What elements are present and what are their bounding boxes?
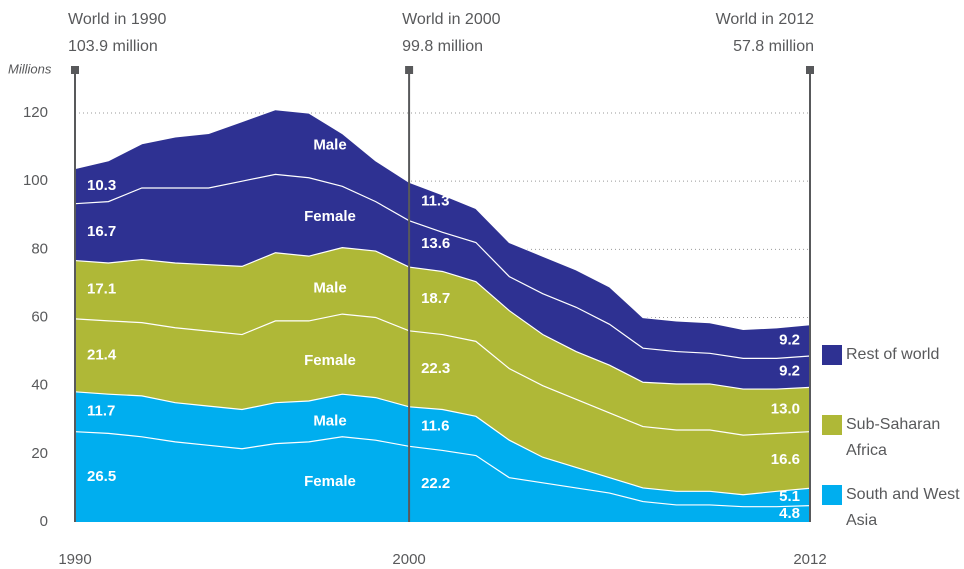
data-label: 9.2 (779, 331, 800, 348)
annotation-title: World in 2000 (402, 11, 501, 28)
area (75, 109, 810, 359)
data-label: 18.7 (421, 290, 450, 307)
data-label: 11.7 (87, 403, 115, 420)
legend-swatch (822, 345, 842, 365)
data-label: 26.5 (87, 468, 116, 485)
annotation-cap (806, 66, 814, 74)
data-label: 13.0 (771, 400, 800, 417)
data-label: 10.3 (87, 177, 116, 194)
area-label: Female (304, 208, 356, 225)
area-label: Male (313, 279, 346, 296)
data-label: 9.2 (779, 363, 800, 380)
legend-swatch (822, 485, 842, 505)
y-tick-label: 60 (31, 308, 48, 325)
layer-boundary (74, 313, 811, 436)
data-label: 4.8 (779, 505, 800, 522)
data-label: 11.6 (421, 418, 449, 435)
data-label: 11.3 (421, 192, 449, 209)
legend-label: Rest of world (846, 346, 940, 363)
annotation-cap (405, 66, 414, 74)
data-label: 21.4 (87, 346, 117, 363)
data-label: 16.7 (87, 223, 116, 240)
data-label: 22.3 (421, 360, 450, 377)
annotation-title: World in 1990 (68, 11, 167, 28)
y-tick-label: 20 (31, 445, 48, 462)
layer-boundary (74, 108, 811, 331)
legend-label: Sub-Saharan Africa (846, 416, 941, 459)
area-label: Male (313, 136, 346, 153)
y-tick-label: 40 (31, 377, 48, 394)
layer-boundary (74, 247, 811, 390)
y-tick-label: 0 (40, 513, 48, 530)
area-label: Female (304, 352, 356, 369)
data-label: 16.6 (771, 451, 800, 468)
data-label: 5.1 (779, 488, 800, 505)
x-tick-label: 2000 (392, 551, 425, 568)
layer-boundary (74, 391, 811, 496)
area-label: Male (313, 412, 346, 429)
area (75, 174, 810, 390)
y-tick-label: 80 (31, 240, 48, 257)
x-tick-label: 1990 (58, 551, 91, 568)
area (75, 247, 810, 436)
layer-boundary (74, 173, 811, 359)
annotation-total: 99.8 million (402, 38, 483, 55)
area (75, 431, 810, 522)
x-tick-label: 2012 (793, 551, 826, 568)
area-label: Female (304, 473, 356, 490)
legend-swatch (822, 415, 842, 435)
y-tick-label: 100 (23, 172, 48, 189)
y-tick-label: 120 (23, 104, 48, 121)
annotation-total: 57.8 million (733, 38, 814, 55)
y-axis-label: Millions (8, 61, 52, 76)
annotation-total: 103.9 million (68, 38, 158, 55)
data-label: 17.1 (87, 281, 116, 298)
legend-label: South and West Asia (846, 486, 960, 529)
data-label: 22.2 (421, 475, 450, 492)
annotation-title: World in 2012 (716, 11, 815, 28)
area (75, 314, 810, 495)
area (75, 391, 810, 507)
layer-boundary (74, 431, 811, 508)
data-label: 13.6 (421, 235, 450, 252)
annotation-cap (71, 66, 79, 74)
